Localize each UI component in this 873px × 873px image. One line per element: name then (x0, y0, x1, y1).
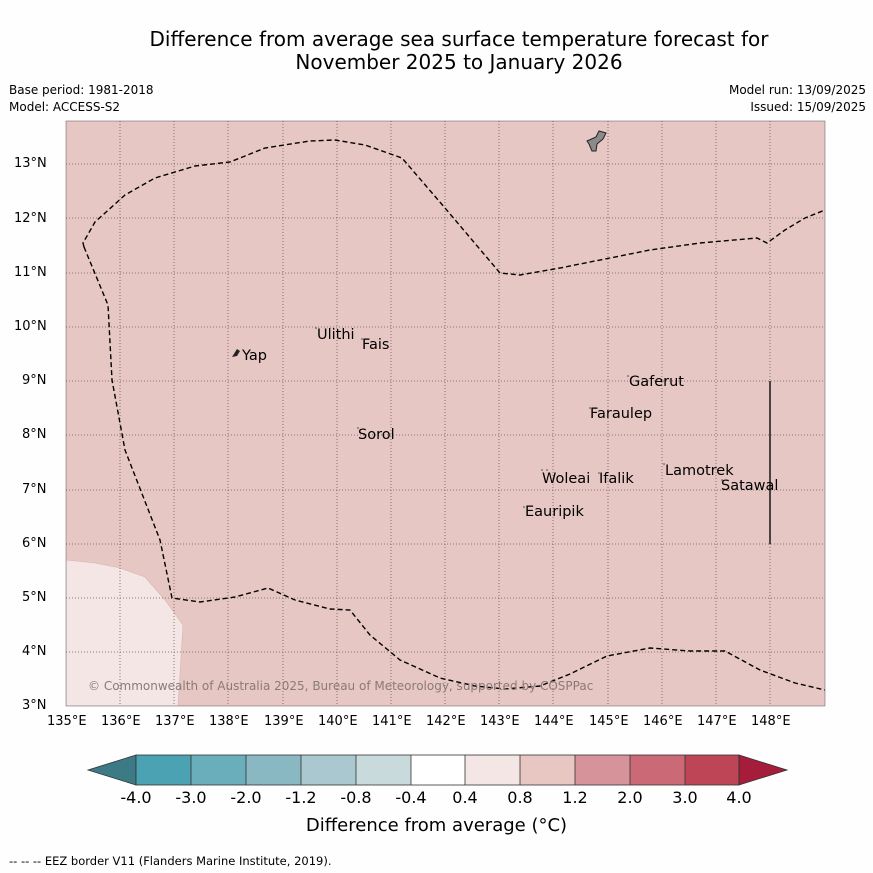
anomaly-light-region (66, 559, 184, 706)
title-line-1: Difference from average sea surface temp… (149, 27, 769, 51)
place-label-fais: Fais (362, 337, 390, 353)
lat-tick: 8°N (22, 427, 47, 442)
lat-tick: 9°N (22, 373, 47, 388)
place-label-faraulep: Faraulep (590, 406, 653, 422)
meta-left: Base period: 1981-2018 Model: ACCESS-S2 (9, 82, 154, 116)
lat-tick: 10°N (14, 319, 47, 334)
lat-tick: 4°N (22, 644, 47, 659)
lat-tick: 3°N (22, 698, 47, 713)
lon-tick: 143°E (480, 714, 520, 729)
colorbar-bin (136, 755, 191, 785)
lon-tick: 148°E (751, 714, 791, 729)
lat-tick: 13°N (14, 156, 47, 171)
colorbar-label: 4.0 (726, 788, 752, 807)
place-label-yap: Yap (242, 348, 267, 364)
lon-tick: 144°E (534, 714, 574, 729)
colorbar-bin (630, 755, 685, 785)
colorbar (86, 754, 789, 786)
atoll-dots (315, 327, 723, 508)
colorbar-bin (685, 755, 739, 785)
place-label-satawal: Satawal (721, 478, 779, 494)
copyright-notice: © Commonwealth of Australia 2025, Bureau… (88, 679, 594, 693)
colorbar-bin (465, 755, 520, 785)
lat-tick: 6°N (22, 536, 47, 551)
colorbar-low-arrow (86, 754, 137, 786)
map-title: Difference from average sea surface temp… (0, 28, 873, 74)
lon-tick: 141°E (372, 714, 412, 729)
lon-tick: 136°E (101, 714, 141, 729)
colorbar-bin (575, 755, 630, 785)
colorbar-label: 3.0 (672, 788, 698, 807)
colorbar-label: -2.0 (230, 788, 262, 807)
colorbar-label: -0.4 (395, 788, 427, 807)
lon-tick: 140°E (318, 714, 358, 729)
guam-island (586, 130, 607, 152)
colorbar-title: Difference from average (°C) (305, 815, 568, 836)
base-period: Base period: 1981-2018 (9, 83, 154, 97)
place-label-ulithi: Ulithi (317, 327, 355, 343)
place-label-gaferut: Gaferut (629, 374, 684, 390)
model-name: Model: ACCESS-S2 (9, 100, 121, 114)
eez-border-line (82, 139, 825, 691)
colorbar-bin (191, 755, 246, 785)
colorbar-bin (411, 755, 465, 785)
place-label-ifalik: Ifalik (599, 471, 634, 487)
colorbar-high-arrow (738, 754, 789, 786)
lon-tick: 138°E (209, 714, 249, 729)
colorbar-label: 1.2 (562, 788, 588, 807)
colorbar-bin (520, 755, 575, 785)
place-label-sorol: Sorol (358, 427, 395, 443)
map-frame (65, 120, 826, 707)
place-label-lamotrek: Lamotrek (665, 463, 734, 479)
footer-note: -- -- -- EEZ border V11 (Flanders Marine… (9, 854, 332, 868)
colorbar-bin (356, 755, 411, 785)
gridlines (66, 121, 825, 706)
issued-date: Issued: 15/09/2025 (750, 100, 866, 114)
title-line-2: November 2025 to January 2026 (295, 50, 623, 74)
lon-tick: 137°E (155, 714, 195, 729)
lon-tick: 147°E (697, 714, 737, 729)
model-run: Model run: 13/09/2025 (728, 83, 866, 97)
colorbar-label: 0.8 (507, 788, 533, 807)
meta-right: Model run: 13/09/2025 Issued: 15/09/2025 (729, 82, 866, 116)
lon-tick: 142°E (426, 714, 466, 729)
lat-tick: 7°N (22, 482, 47, 497)
lon-tick: 139°E (264, 714, 304, 729)
yap-island (232, 349, 240, 357)
colorbar-label: -3.0 (175, 788, 207, 807)
colorbar-label: 0.4 (452, 788, 478, 807)
lat-tick: 12°N (14, 211, 47, 226)
lon-tick: 145°E (589, 714, 629, 729)
colorbar-label: -1.2 (285, 788, 317, 807)
lon-tick: 146°E (643, 714, 683, 729)
colorbar-label: -4.0 (120, 788, 152, 807)
colorbar-bin (301, 755, 356, 785)
lat-tick: 5°N (22, 590, 47, 605)
colorbar-label: -0.8 (340, 788, 372, 807)
lat-tick: 11°N (14, 265, 47, 280)
map-background (66, 121, 825, 706)
colorbar-bin (246, 755, 301, 785)
place-label-eauripik: Eauripik (525, 504, 584, 520)
lon-tick: 135°E (47, 714, 87, 729)
place-label-woleai: Woleai (542, 471, 591, 487)
colorbar-label: 2.0 (617, 788, 643, 807)
